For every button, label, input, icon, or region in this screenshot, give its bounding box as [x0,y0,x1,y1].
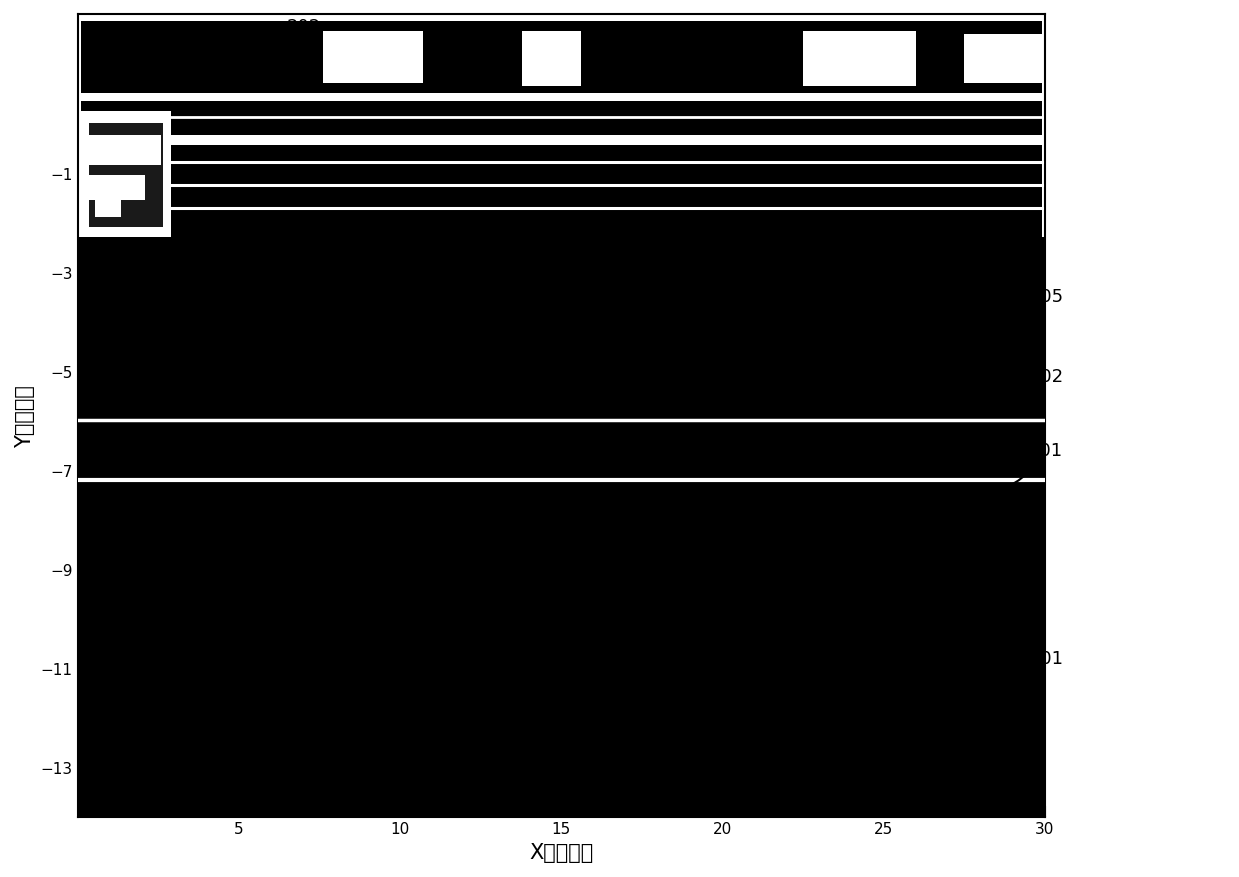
Bar [81,111,171,238]
Bar [95,193,121,217]
Bar [964,35,1042,84]
Bar [81,146,1042,238]
Y-axis label: Y（微米）: Y（微米） [15,384,35,447]
Bar [78,15,1044,238]
Bar [81,102,1042,136]
Bar [78,361,1044,421]
Bar [320,25,422,92]
Bar [78,238,1044,396]
Bar [78,480,1044,816]
Text: 101: 101 [969,649,1063,696]
Bar [523,32,581,87]
Text: 202: 202 [287,18,347,50]
Bar [81,136,161,166]
Bar [89,124,164,228]
Text: 105: 105 [992,288,1063,335]
Bar [81,23,322,94]
Text: 201: 201 [969,441,1063,499]
Bar [320,84,422,92]
Bar [320,25,422,32]
Bar [81,175,145,201]
Text: 102: 102 [991,367,1063,412]
X-axis label: X（微米）: X（微米） [529,842,593,862]
Bar [81,23,1042,94]
Bar [78,421,1044,480]
Bar [803,32,916,87]
